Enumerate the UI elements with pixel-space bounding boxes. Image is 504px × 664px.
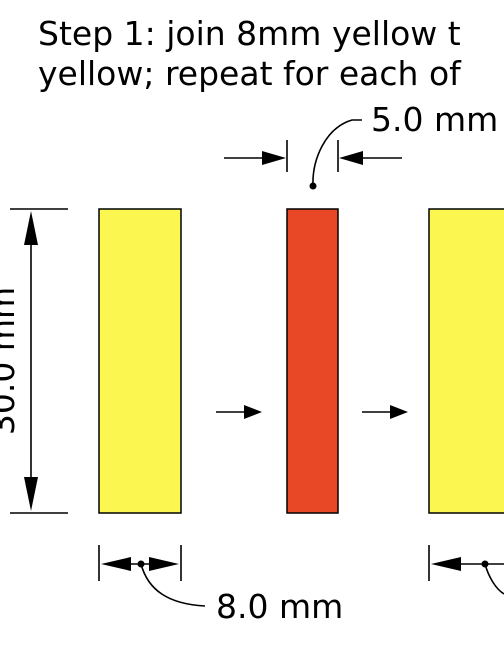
width-dimension-right bbox=[428, 545, 504, 595]
width-dimension-label: 8.0 mm bbox=[216, 587, 343, 626]
instruction-line-1: Step 1: join 8mm yellow t bbox=[38, 14, 461, 53]
red-strip bbox=[286, 208, 339, 514]
join-arrow-1 bbox=[216, 405, 262, 419]
gap-dimension bbox=[224, 119, 402, 190]
gap-dimension-label: 5.0 mm bbox=[371, 100, 498, 139]
instruction-line-2: yellow; repeat for each of bbox=[38, 54, 462, 93]
join-arrow-2 bbox=[362, 405, 408, 419]
height-dimension bbox=[10, 208, 68, 514]
yellow-strip-right bbox=[428, 208, 504, 514]
width-dimension bbox=[98, 545, 206, 607]
height-dimension-label: 30.0 mm bbox=[0, 287, 22, 435]
yellow-strip-left bbox=[98, 208, 182, 514]
